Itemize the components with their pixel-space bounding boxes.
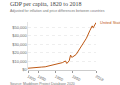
svg-text:$20,000: $20,000 <box>12 50 27 55</box>
svg-text:1820: 1820 <box>27 74 38 83</box>
svg-text:GDP per capita, 1820 to 2018: GDP per capita, 1820 to 2018 <box>10 1 81 7</box>
svg-text:$10,000: $10,000 <box>12 59 27 64</box>
svg-text:Adjusted for inflation and pri: Adjusted for inflation and price differe… <box>10 9 105 13</box>
svg-text:$40,000: $40,000 <box>12 33 27 38</box>
svg-text:$30,000: $30,000 <box>12 42 27 47</box>
svg-text:$50,000: $50,000 <box>12 25 27 30</box>
svg-text:2018: 2018 <box>95 74 106 83</box>
svg-text:Source: Maddison Project Datab: Source: Maddison Project Database 2020 <box>10 82 75 85</box>
svg-text:United States: United States <box>100 20 120 25</box>
svg-text:$0: $0 <box>22 67 27 72</box>
svg-text:1850: 1850 <box>37 74 48 83</box>
svg-text:1900: 1900 <box>54 74 65 83</box>
svg-text:1950: 1950 <box>71 74 82 83</box>
